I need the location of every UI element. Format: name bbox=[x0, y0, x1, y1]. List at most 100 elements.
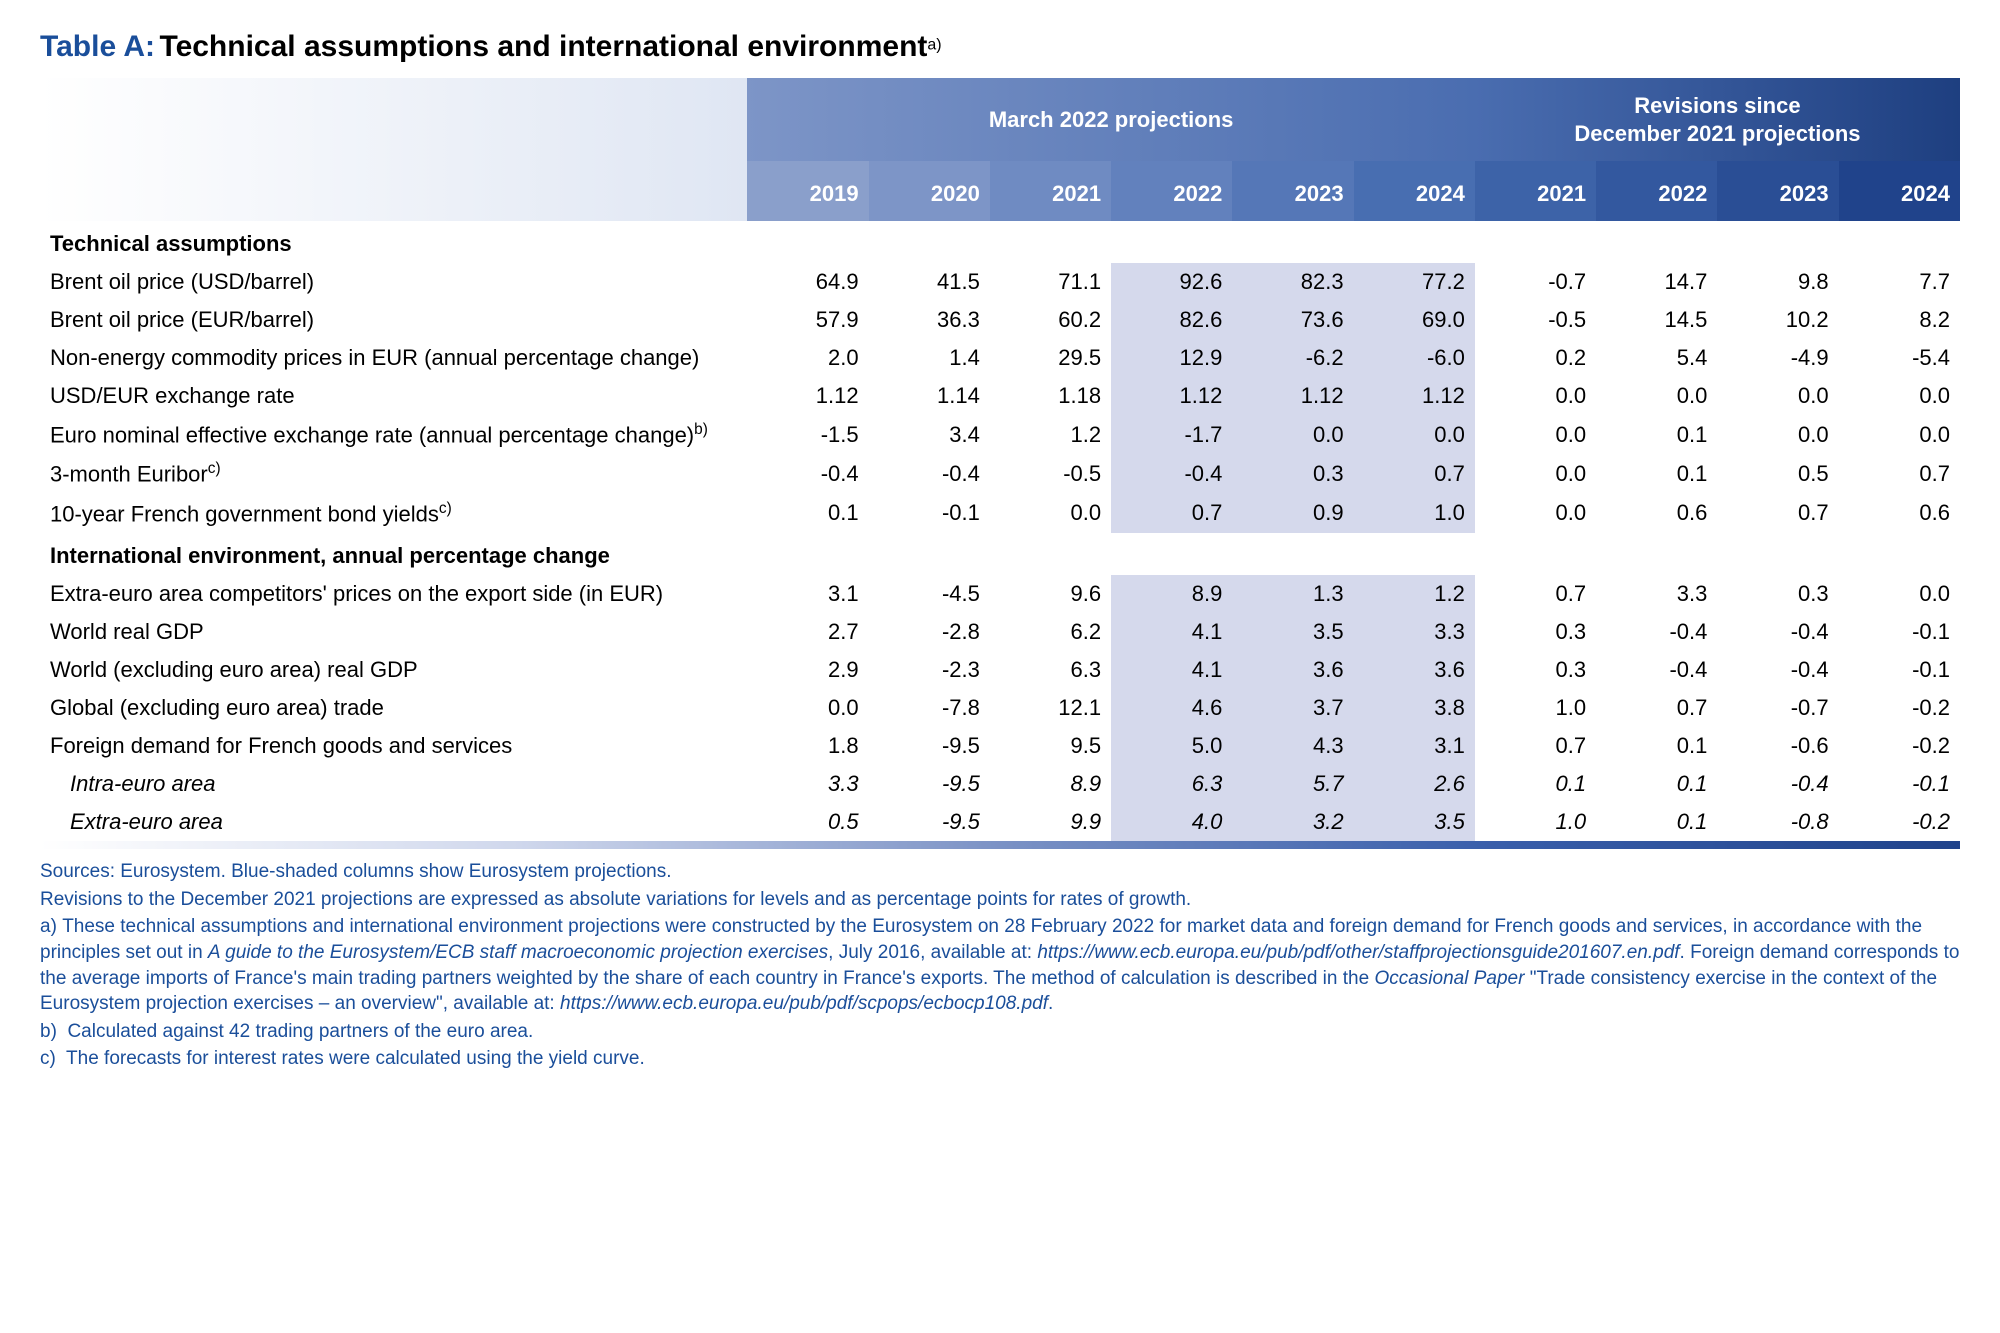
row-label: Non-energy commodity prices in EUR (annu… bbox=[40, 339, 747, 377]
cell-value: 29.5 bbox=[990, 339, 1111, 377]
cell-value: 0.0 bbox=[1839, 575, 1960, 613]
cell-value: 3.5 bbox=[1354, 803, 1475, 841]
title-label: Table A: bbox=[40, 30, 155, 63]
table-bottom-gradient bbox=[40, 841, 1960, 849]
cell-value: 82.3 bbox=[1232, 263, 1353, 301]
cell-value: 6.2 bbox=[990, 613, 1111, 651]
table-row: Intra-euro area3.3-9.58.96.35.72.60.10.1… bbox=[40, 765, 1960, 803]
cell-value: 0.5 bbox=[1717, 454, 1838, 493]
row-label: Global (excluding euro area) trade bbox=[40, 689, 747, 727]
cell-value: -4.9 bbox=[1717, 339, 1838, 377]
cell-value: -0.1 bbox=[1839, 765, 1960, 803]
cell-value: 3.7 bbox=[1232, 689, 1353, 727]
cell-value: 2.0 bbox=[747, 339, 868, 377]
cell-value: 1.12 bbox=[1354, 377, 1475, 415]
cell-value: 0.7 bbox=[1596, 689, 1717, 727]
cell-value: 0.3 bbox=[1475, 613, 1596, 651]
cell-value: 0.0 bbox=[990, 494, 1111, 533]
year-col: 2019 bbox=[747, 161, 868, 221]
cell-value: 1.8 bbox=[747, 727, 868, 765]
cell-value: 3.1 bbox=[1354, 727, 1475, 765]
cell-value: 1.2 bbox=[1354, 575, 1475, 613]
cell-value: 0.0 bbox=[1839, 415, 1960, 454]
cell-value: -0.4 bbox=[747, 454, 868, 493]
cell-value: 57.9 bbox=[747, 301, 868, 339]
cell-value: 0.9 bbox=[1232, 494, 1353, 533]
cell-value: -0.4 bbox=[1596, 613, 1717, 651]
cell-value: 1.4 bbox=[869, 339, 990, 377]
cell-value: 3.5 bbox=[1232, 613, 1353, 651]
cell-value: 0.0 bbox=[1475, 494, 1596, 533]
table-body: Technical assumptionsBrent oil price (US… bbox=[40, 221, 1960, 841]
row-label: Euro nominal effective exchange rate (an… bbox=[40, 415, 747, 454]
table-row: Global (excluding euro area) trade0.0-7.… bbox=[40, 689, 1960, 727]
cell-value: 4.1 bbox=[1111, 613, 1232, 651]
cell-value: 0.7 bbox=[1111, 494, 1232, 533]
cell-value: -5.4 bbox=[1839, 339, 1960, 377]
table-row: Foreign demand for French goods and serv… bbox=[40, 727, 1960, 765]
cell-value: -0.8 bbox=[1717, 803, 1838, 841]
cell-value: 1.0 bbox=[1354, 494, 1475, 533]
cell-value: 1.12 bbox=[1232, 377, 1353, 415]
header-band-row: March 2022 projections Revisions since D… bbox=[40, 78, 1960, 161]
year-col: 2021 bbox=[1475, 161, 1596, 221]
section-heading: International environment, annual percen… bbox=[40, 533, 1960, 575]
table-title: Table A: Technical assumptions and inter… bbox=[40, 30, 1960, 64]
cell-value: -2.8 bbox=[869, 613, 990, 651]
cell-value: 3.1 bbox=[747, 575, 868, 613]
row-label: World (excluding euro area) real GDP bbox=[40, 651, 747, 689]
cell-value: 0.0 bbox=[1475, 454, 1596, 493]
row-label: Extra-euro area competitors' prices on t… bbox=[40, 575, 747, 613]
cell-value: 0.0 bbox=[1354, 415, 1475, 454]
cell-value: 3.6 bbox=[1232, 651, 1353, 689]
cell-value: 3.3 bbox=[747, 765, 868, 803]
table-row: 3-month Euriborc)-0.4-0.4-0.5-0.40.30.70… bbox=[40, 454, 1960, 493]
cell-value: -0.5 bbox=[1475, 301, 1596, 339]
cell-value: 9.8 bbox=[1717, 263, 1838, 301]
cell-value: -0.4 bbox=[1717, 765, 1838, 803]
cell-value: 1.14 bbox=[869, 377, 990, 415]
cell-value: 1.2 bbox=[990, 415, 1111, 454]
cell-value: 3.2 bbox=[1232, 803, 1353, 841]
cell-value: 1.12 bbox=[1111, 377, 1232, 415]
cell-value: 8.2 bbox=[1839, 301, 1960, 339]
cell-value: 12.9 bbox=[1111, 339, 1232, 377]
row-label: 10-year French government bond yieldsc) bbox=[40, 494, 747, 533]
cell-value: 0.1 bbox=[1596, 415, 1717, 454]
footnote-c: c) The forecasts for interest rates were… bbox=[40, 1046, 1960, 1072]
cell-value: -0.2 bbox=[1839, 689, 1960, 727]
cell-value: 1.12 bbox=[747, 377, 868, 415]
cell-value: -1.5 bbox=[747, 415, 868, 454]
revisions-header: Revisions since December 2021 projection… bbox=[1475, 78, 1960, 161]
row-label: Extra-euro area bbox=[40, 803, 747, 841]
cell-value: -4.5 bbox=[869, 575, 990, 613]
assumptions-table: March 2022 projections Revisions since D… bbox=[40, 78, 1960, 841]
cell-value: -9.5 bbox=[869, 765, 990, 803]
cell-value: 3.3 bbox=[1596, 575, 1717, 613]
cell-value: 14.7 bbox=[1596, 263, 1717, 301]
cell-value: 0.0 bbox=[1717, 377, 1838, 415]
cell-value: -1.7 bbox=[1111, 415, 1232, 454]
cell-value: 2.6 bbox=[1354, 765, 1475, 803]
cell-value: -0.2 bbox=[1839, 803, 1960, 841]
table-row: Brent oil price (EUR/barrel)57.936.360.2… bbox=[40, 301, 1960, 339]
cell-value: 1.0 bbox=[1475, 689, 1596, 727]
cell-value: 0.3 bbox=[1232, 454, 1353, 493]
cell-value: 0.0 bbox=[1839, 377, 1960, 415]
cell-value: 8.9 bbox=[1111, 575, 1232, 613]
year-col: 2021 bbox=[990, 161, 1111, 221]
cell-value: 64.9 bbox=[747, 263, 868, 301]
year-col: 2023 bbox=[1232, 161, 1353, 221]
cell-value: 0.1 bbox=[1596, 765, 1717, 803]
cell-value: 5.0 bbox=[1111, 727, 1232, 765]
row-label: World real GDP bbox=[40, 613, 747, 651]
cell-value: 6.3 bbox=[1111, 765, 1232, 803]
cell-value: 41.5 bbox=[869, 263, 990, 301]
cell-value: 36.3 bbox=[869, 301, 990, 339]
cell-value: -0.4 bbox=[869, 454, 990, 493]
header-years-row: 2019 2020 2021 2022 2023 2024 2021 2022 … bbox=[40, 161, 1960, 221]
cell-value: 0.7 bbox=[1839, 454, 1960, 493]
cell-value: 9.5 bbox=[990, 727, 1111, 765]
table-row: Euro nominal effective exchange rate (an… bbox=[40, 415, 1960, 454]
cell-value: 0.0 bbox=[1475, 377, 1596, 415]
